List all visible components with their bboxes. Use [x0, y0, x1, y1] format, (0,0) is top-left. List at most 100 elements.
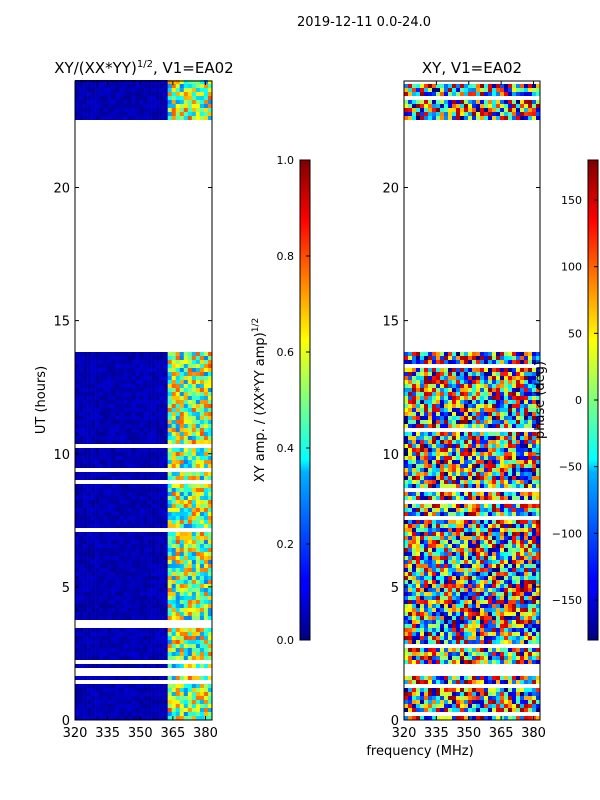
heatmap-cell — [143, 596, 148, 600]
heatmap-cell — [151, 420, 156, 424]
heatmap-cell — [412, 560, 417, 564]
heatmap-cell — [143, 112, 148, 116]
heatmap-cell — [408, 584, 413, 588]
heatmap-cell — [496, 708, 501, 712]
heatmap-cell — [516, 656, 521, 660]
heatmap-cell — [163, 452, 168, 456]
heatmap-cell — [460, 552, 465, 556]
heatmap-cell — [408, 604, 413, 608]
heatmap-cell — [444, 524, 449, 528]
heatmap-cell — [203, 472, 209, 476]
heatmap-cell — [428, 496, 433, 500]
heatmap-cell — [167, 500, 173, 504]
heatmap-cell — [103, 548, 108, 552]
heatmap-cell — [436, 680, 441, 684]
heatmap-cell — [143, 116, 148, 120]
heatmap-cell — [167, 412, 173, 416]
heatmap-cell — [460, 604, 465, 608]
heatmap-cell — [199, 496, 205, 500]
heatmap-cell — [147, 100, 152, 104]
heatmap-cell — [195, 536, 201, 540]
heatmap-cell — [504, 564, 509, 568]
heatmap-cell — [207, 540, 213, 544]
heatmap-cell — [99, 500, 104, 504]
heatmap-cell — [440, 560, 445, 564]
heatmap-cell — [528, 576, 533, 580]
heatmap-cell — [107, 628, 112, 632]
heatmap-cell — [183, 576, 189, 580]
heatmap-cell — [123, 464, 128, 468]
heatmap-cell — [167, 416, 173, 420]
heatmap-cell — [171, 716, 177, 720]
heatmap-cell — [151, 540, 156, 544]
heatmap-cell — [524, 620, 529, 624]
heatmap-cell — [508, 512, 513, 516]
heatmap-cell — [183, 592, 189, 596]
heatmap-cell — [147, 664, 152, 668]
heatmap-cell — [171, 576, 177, 580]
heatmap-cell — [163, 712, 168, 716]
heatmap-cell — [500, 616, 505, 620]
heatmap-cell — [139, 596, 144, 600]
heatmap-cell — [171, 496, 177, 500]
heatmap-cell — [151, 368, 156, 372]
heatmap-cell — [508, 484, 513, 488]
heatmap-cell — [111, 412, 116, 416]
heatmap-cell — [508, 544, 513, 548]
heatmap-cell — [203, 684, 209, 688]
heatmap-cell — [512, 576, 517, 580]
heatmap-cell — [107, 464, 112, 468]
heatmap-cell — [536, 692, 541, 696]
heatmap-cell — [107, 588, 112, 592]
heatmap-cell — [175, 484, 181, 488]
heatmap-cell — [179, 540, 185, 544]
heatmap-cell — [119, 592, 124, 596]
heatmap-cell — [532, 536, 537, 540]
heatmap-cell — [207, 492, 213, 496]
heatmap-cell — [139, 384, 144, 388]
heatmap-cell — [191, 612, 197, 616]
heatmap-cell — [436, 620, 441, 624]
heatmap-cell — [412, 472, 417, 476]
heatmap-cell — [87, 700, 92, 704]
heatmap-cell — [79, 652, 84, 656]
heatmap-cell — [416, 484, 421, 488]
heatmap-cell — [99, 512, 104, 516]
heatmap-cell — [111, 536, 116, 540]
heatmap-cell — [159, 580, 164, 584]
heatmap-cell — [528, 548, 533, 552]
heatmap-cell — [127, 692, 132, 696]
heatmap-cell — [504, 524, 509, 528]
heatmap-cell — [187, 116, 193, 120]
heatmap-cell — [448, 524, 453, 528]
heatmap-cell — [143, 500, 148, 504]
heatmap-cell — [83, 112, 88, 116]
heatmap-cell — [468, 592, 473, 596]
heatmap-cell — [464, 596, 469, 600]
heatmap-cell — [472, 704, 477, 708]
heatmap-cell — [420, 708, 425, 712]
heatmap-cell — [123, 420, 128, 424]
heatmap-cell — [171, 676, 177, 680]
heatmap-cell — [95, 536, 100, 540]
heatmap-cell — [452, 520, 457, 524]
heatmap-cell — [460, 496, 465, 500]
heatmap-cell — [191, 716, 197, 720]
phase-chart-title: XY, V1=EA02 — [422, 59, 522, 77]
heatmap-cell — [444, 472, 449, 476]
heatmap-cell — [139, 500, 144, 504]
heatmap-cell — [163, 508, 168, 512]
heatmap-cell — [199, 88, 205, 92]
heatmap-cell — [167, 452, 173, 456]
heatmap-cell — [179, 424, 185, 428]
heatmap-cell — [424, 692, 429, 696]
heatmap-cell — [187, 664, 193, 668]
heatmap-cell — [448, 552, 453, 556]
heatmap-cell — [143, 100, 148, 104]
heatmap-cell — [159, 356, 164, 360]
heatmap-cell — [520, 620, 525, 624]
heatmap-cell — [404, 588, 409, 592]
heatmap-cell — [203, 548, 209, 552]
heatmap-cell — [412, 624, 417, 628]
heatmap-cell — [171, 380, 177, 384]
